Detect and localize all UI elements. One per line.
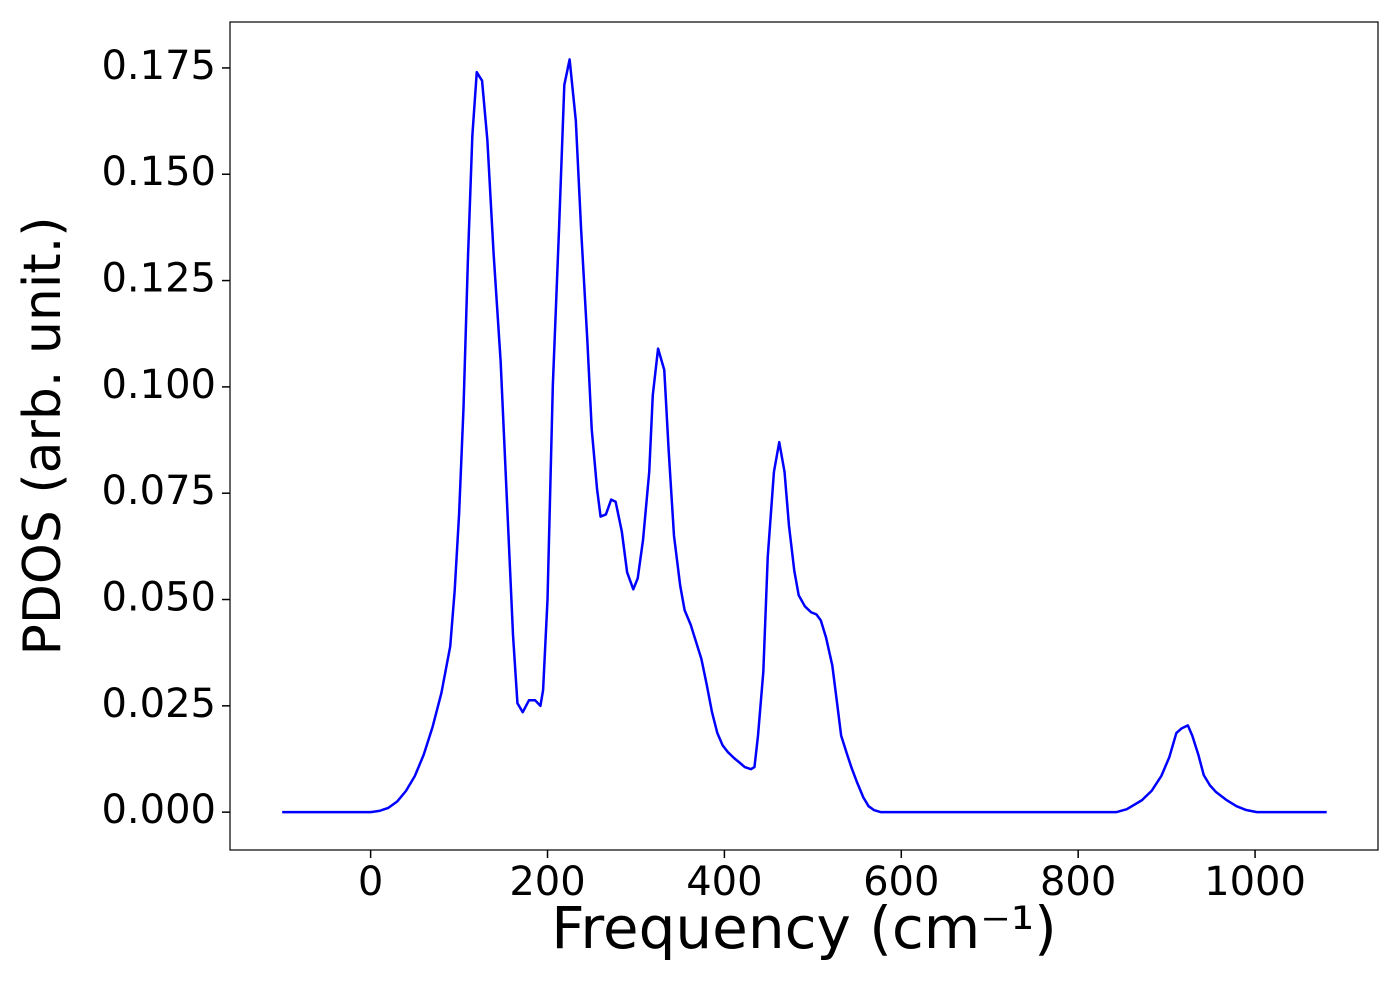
y-tick-label: 0.000 xyxy=(101,787,216,833)
x-tick-label: 200 xyxy=(509,859,585,905)
plot-frame xyxy=(229,21,1379,851)
x-tick-label: 600 xyxy=(863,859,939,905)
y-tick-label: 0.150 xyxy=(101,149,216,195)
x-tick-label: 800 xyxy=(1040,859,1116,905)
y-tick-label: 0.075 xyxy=(101,468,216,514)
x-tick-label: 0 xyxy=(358,859,383,905)
y-tick-label: 0.100 xyxy=(101,362,216,408)
x-tick-label: 1000 xyxy=(1204,859,1306,905)
x-axis-label: Frequency (cm⁻¹) xyxy=(551,894,1057,962)
y-tick-label: 0.125 xyxy=(101,256,216,302)
y-tick-label: 0.175 xyxy=(101,43,216,89)
y-tick-label: 0.025 xyxy=(101,681,216,727)
y-tick-label: 0.050 xyxy=(101,575,216,621)
line-series xyxy=(282,58,1327,814)
y-axis-label: PDOS (arb. unit.) xyxy=(13,216,73,655)
x-tick-label: 400 xyxy=(686,859,762,905)
